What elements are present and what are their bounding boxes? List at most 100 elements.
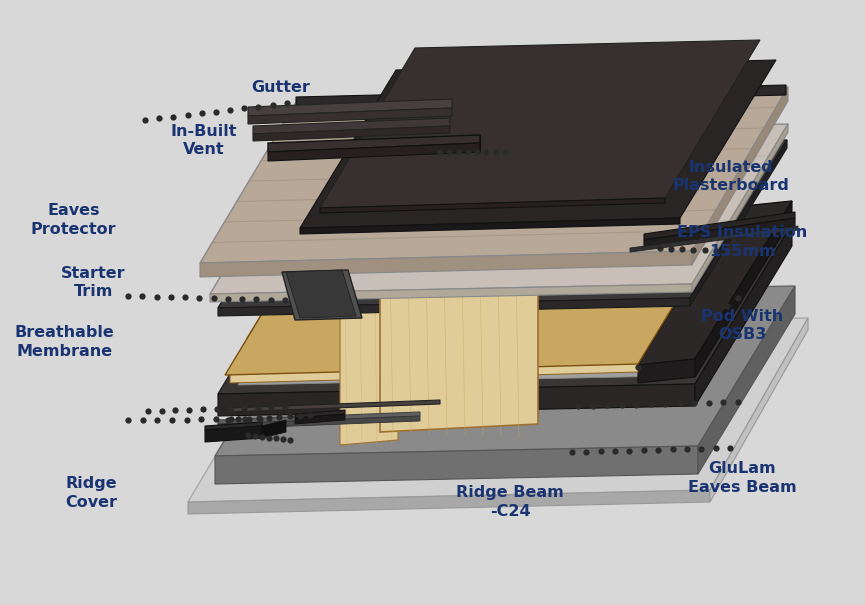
Point	[283, 435, 297, 445]
Point	[152, 114, 166, 123]
Polygon shape	[215, 286, 795, 456]
Point	[195, 405, 209, 414]
Point	[251, 403, 265, 413]
Point	[653, 243, 667, 253]
Point	[195, 108, 208, 118]
Polygon shape	[300, 218, 680, 234]
Point	[708, 246, 722, 256]
Point	[666, 445, 680, 454]
Polygon shape	[692, 87, 788, 265]
Polygon shape	[690, 140, 787, 306]
Point	[141, 406, 155, 416]
Point	[293, 411, 307, 420]
Point	[708, 309, 722, 318]
Polygon shape	[710, 318, 808, 502]
Point	[221, 293, 234, 303]
Point	[623, 446, 637, 456]
Polygon shape	[210, 284, 692, 302]
Text: Ridge Beam
-C24: Ridge Beam -C24	[457, 485, 564, 519]
Point	[262, 433, 276, 442]
Text: Starter
Trim: Starter Trim	[61, 266, 125, 299]
Point	[698, 246, 712, 255]
Point	[720, 247, 734, 257]
Point	[237, 404, 251, 413]
Polygon shape	[692, 124, 788, 292]
Polygon shape	[218, 412, 420, 424]
Polygon shape	[230, 362, 638, 383]
Polygon shape	[262, 420, 286, 438]
Point	[209, 414, 223, 424]
Point	[708, 443, 722, 453]
Point	[651, 445, 665, 455]
Point	[255, 432, 269, 442]
Point	[580, 447, 593, 457]
Text: Eaves
Protector: Eaves Protector	[31, 203, 116, 237]
Point	[121, 291, 135, 301]
Point	[452, 147, 465, 157]
Polygon shape	[698, 286, 795, 474]
Point	[680, 444, 694, 454]
Point	[631, 362, 645, 372]
Point	[224, 414, 238, 424]
Point	[262, 413, 276, 422]
Point	[183, 405, 196, 414]
Point	[498, 147, 512, 157]
Point	[248, 431, 262, 440]
Point	[237, 103, 251, 113]
Point	[249, 295, 263, 304]
Point	[195, 414, 208, 424]
Point	[264, 295, 278, 304]
Polygon shape	[253, 126, 450, 141]
Polygon shape	[320, 198, 665, 213]
Point	[163, 292, 177, 302]
Point	[209, 404, 223, 414]
Polygon shape	[348, 265, 380, 440]
Point	[241, 430, 255, 440]
Text: Ridge
Cover: Ridge Cover	[65, 476, 117, 510]
Point	[676, 332, 689, 341]
Point	[272, 412, 286, 422]
Point	[231, 414, 245, 424]
Point	[136, 415, 150, 425]
Text: GluLam
Eaves Beam: GluLam Eaves Beam	[688, 461, 797, 495]
Point	[720, 301, 734, 310]
Point	[308, 95, 322, 105]
Point	[209, 107, 223, 117]
Polygon shape	[695, 224, 792, 406]
Point	[265, 402, 279, 412]
Point	[135, 292, 149, 301]
Point	[716, 397, 730, 407]
Point	[252, 413, 266, 423]
Point	[489, 147, 503, 157]
Point	[698, 316, 712, 326]
Point	[278, 402, 292, 412]
Polygon shape	[218, 416, 420, 429]
Polygon shape	[268, 143, 480, 161]
Point	[278, 295, 292, 305]
Point	[121, 415, 135, 425]
Polygon shape	[218, 298, 690, 316]
Point	[695, 444, 708, 454]
Point	[687, 245, 701, 255]
Point	[303, 410, 317, 420]
Point	[642, 355, 656, 364]
Point	[433, 147, 447, 157]
Point	[276, 434, 290, 444]
Polygon shape	[215, 446, 698, 484]
Point	[151, 415, 164, 425]
Polygon shape	[380, 245, 570, 265]
Point	[180, 414, 194, 424]
Polygon shape	[248, 108, 452, 124]
Polygon shape	[225, 206, 734, 375]
Point	[731, 397, 745, 407]
Point	[241, 414, 255, 424]
Point	[687, 324, 701, 333]
Point	[207, 293, 221, 303]
Polygon shape	[230, 205, 734, 373]
Point	[600, 401, 614, 410]
Point	[235, 294, 249, 304]
Point	[664, 339, 678, 349]
Polygon shape	[247, 171, 740, 339]
Point	[223, 404, 237, 413]
Point	[653, 347, 667, 356]
